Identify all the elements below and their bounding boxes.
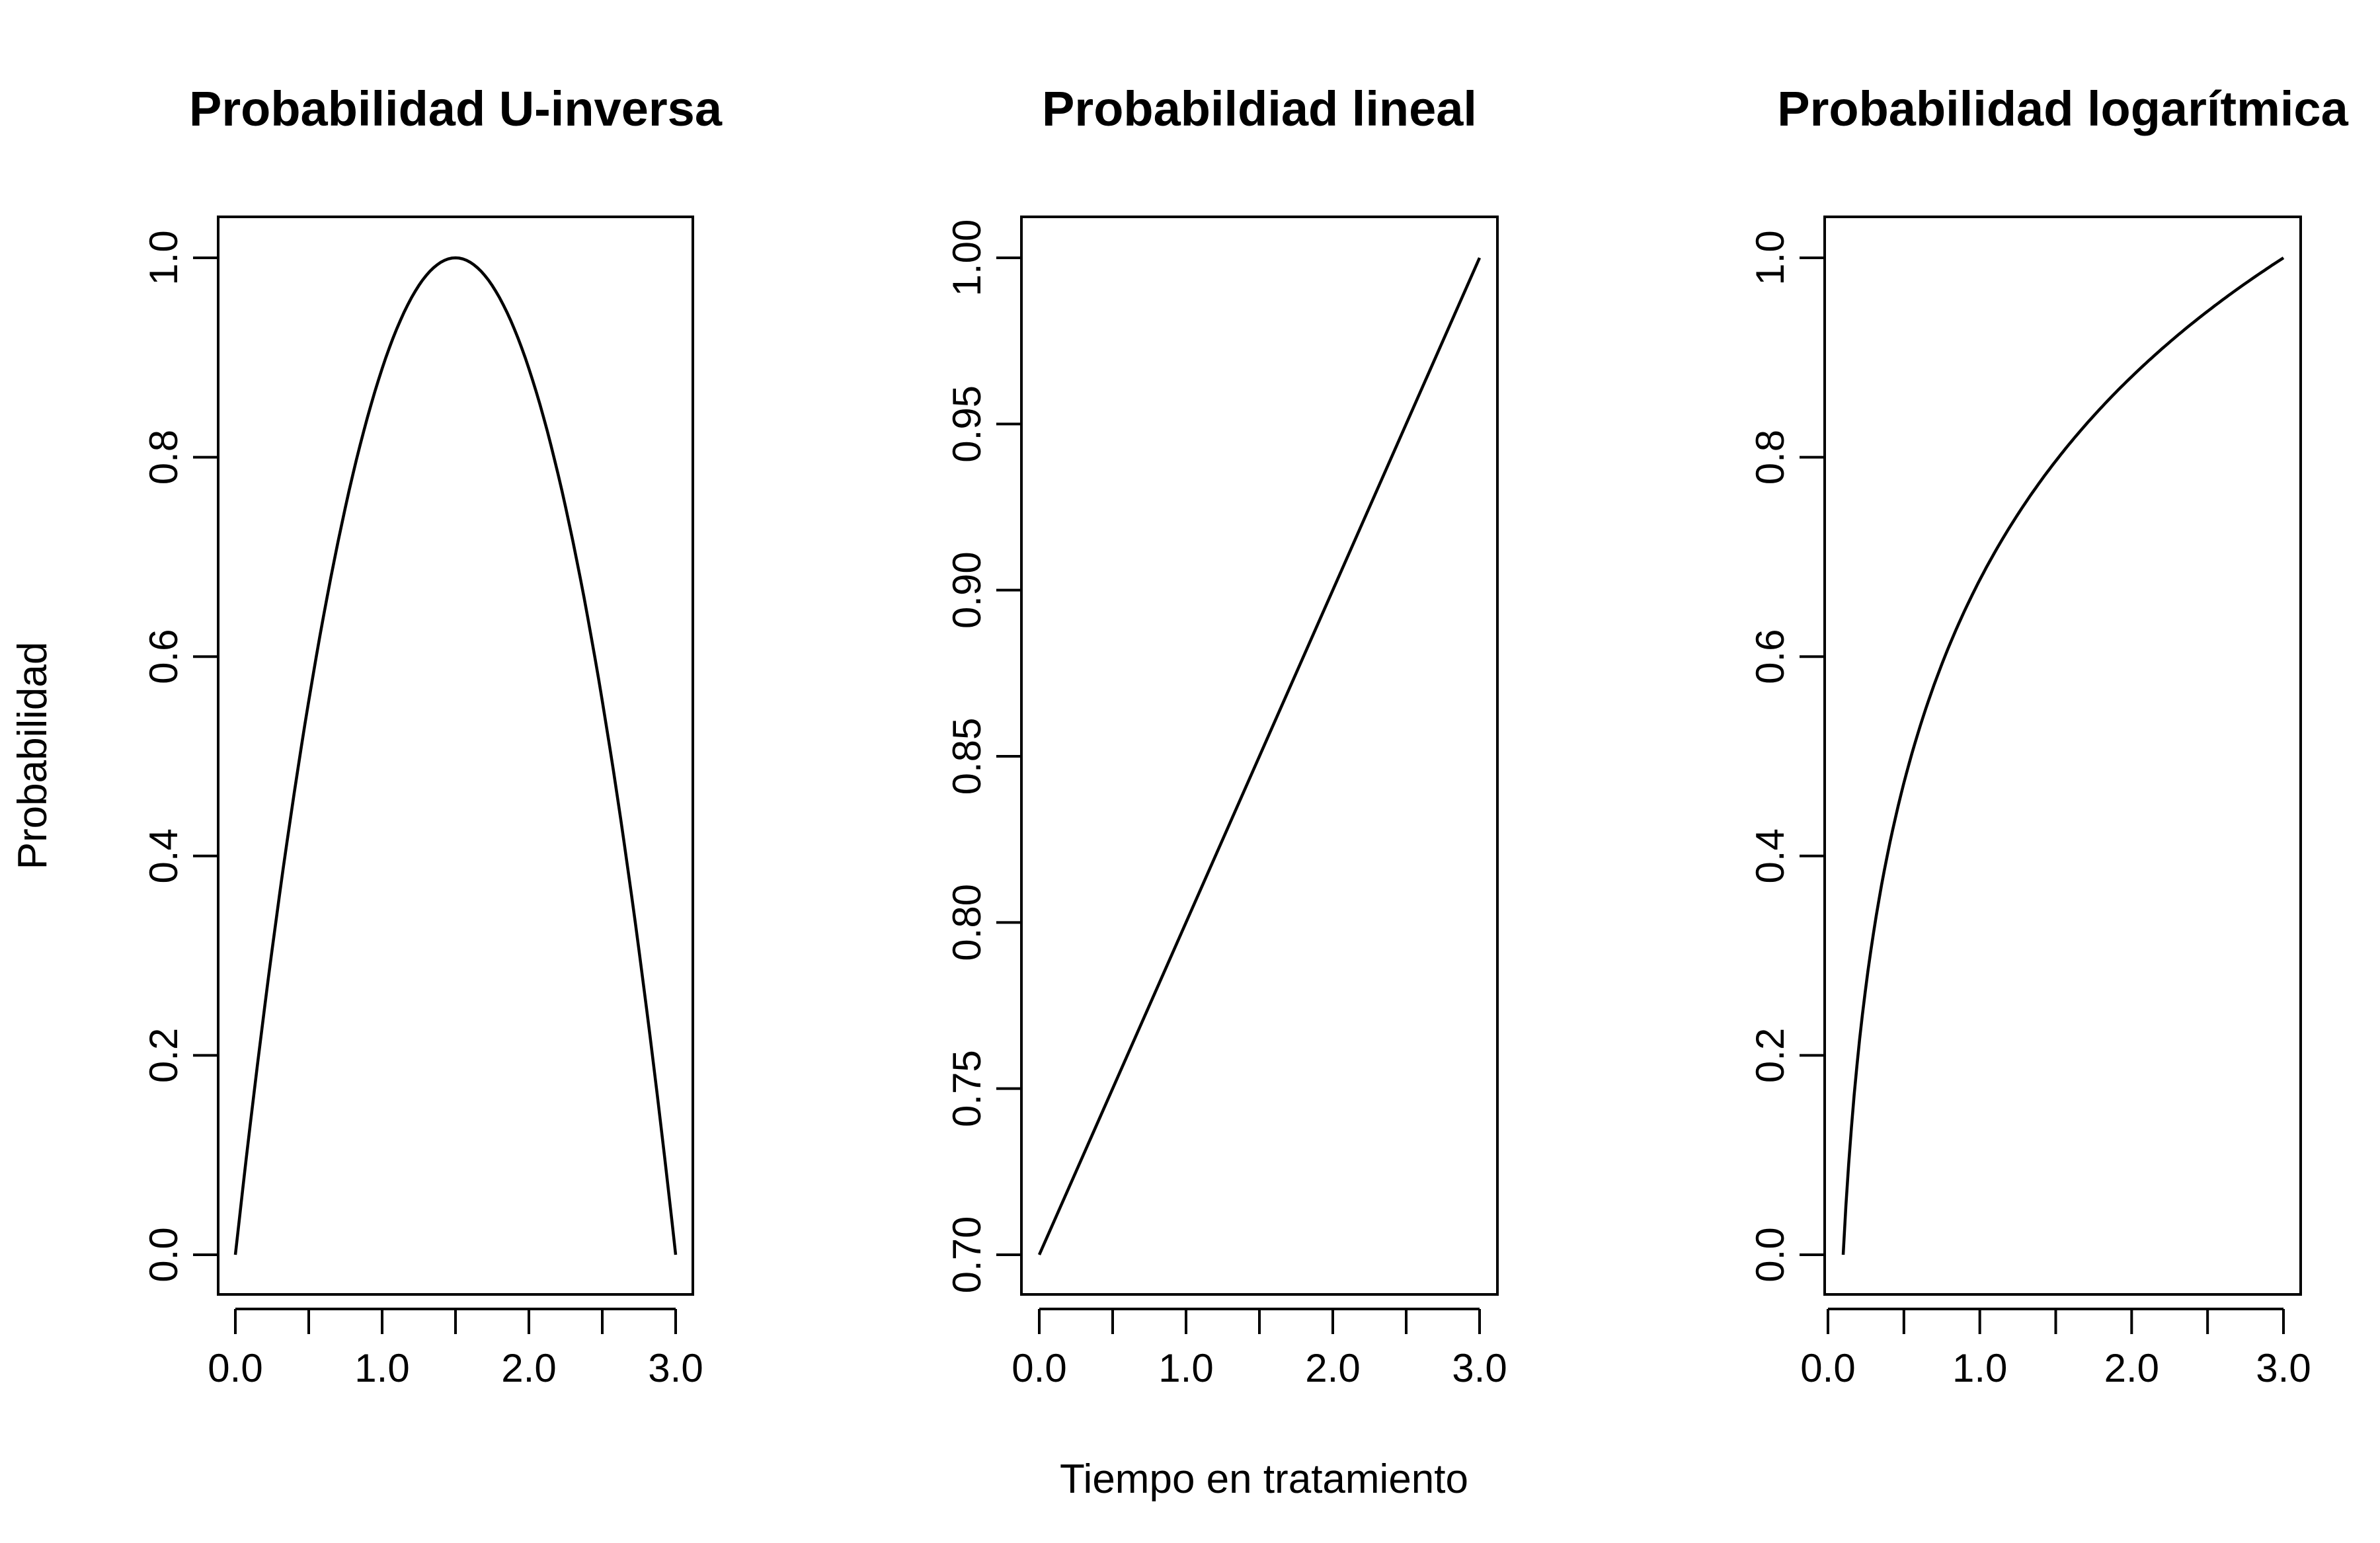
chart-panel-2: Probabildiad lineal 0.70 0.75 0.80 0.85 0.90 0…	[945, 81, 1507, 1390]
x-tick-label: 0.0	[1012, 1346, 1066, 1390]
y-tick-label: 0.4	[141, 828, 186, 883]
x-tick-label: 3.0	[1452, 1346, 1507, 1390]
x-axis-label: Tiempo en tratamiento	[1060, 1456, 1468, 1502]
y-tick-label: 0.8	[141, 430, 186, 485]
y-tick-label: 0.6	[141, 629, 186, 684]
x-tick-label: 1.0	[1952, 1346, 2007, 1390]
series-line	[233, 256, 678, 1255]
y-tick-label: 0.95	[945, 385, 989, 463]
y-tick-label: 0.2	[1748, 1028, 1792, 1083]
y-tick-label: 0.85	[945, 718, 989, 795]
y-tick-label: 1.0	[141, 230, 186, 285]
y-tick-label: 0.8	[1748, 430, 1792, 485]
x-tick-label: 3.0	[2256, 1346, 2311, 1390]
x-tick-label: 0.0	[208, 1346, 262, 1390]
chart-title: Probabilidad U-inversa	[189, 81, 723, 136]
x-tick-label: 0.0	[1800, 1346, 1855, 1390]
x-tick-label: 1.0	[354, 1346, 409, 1390]
y-tick-label: 0.75	[945, 1050, 989, 1127]
series-line	[1037, 257, 1482, 1255]
x-tick-label: 2.0	[501, 1346, 556, 1390]
y-tick-label: 0.0	[1748, 1227, 1792, 1282]
x-tick-label: 2.0	[2104, 1346, 2159, 1390]
y-tick-label: 1.0	[1748, 230, 1792, 285]
x-tick-label: 2.0	[1305, 1346, 1360, 1390]
y-tick-label: 0.4	[1748, 828, 1792, 883]
plot-frame	[1823, 216, 2302, 1296]
y-axis-label: Probabilidad	[10, 642, 56, 870]
y-tick-label: 0.2	[141, 1028, 186, 1083]
y-tick-label: 0.6	[1748, 629, 1792, 684]
y-tick-label: 0.70	[945, 1216, 989, 1294]
series-line	[1841, 257, 2285, 1255]
x-tick-label: 3.0	[648, 1346, 703, 1390]
plot-frame	[217, 216, 694, 1296]
chart-title: Probabilidad logarítmica	[1777, 81, 2348, 136]
x-tick-label: 1.0	[1158, 1346, 1213, 1390]
chart-panel-1: Probabilidad U-inversa 0.0 0.2 0.4 0.6 0.8 1.0…	[141, 81, 723, 1390]
y-tick-label: 0.80	[945, 884, 989, 961]
chart-title: Probabildiad lineal	[1042, 81, 1477, 136]
y-tick-label: 0.0	[141, 1227, 186, 1282]
y-tick-label: 0.90	[945, 551, 989, 629]
chart-panel-3: Probabilidad logarítmica 0.0 0.2 0.4 0.6 0.8 1…	[1748, 81, 2349, 1390]
y-tick-label: 1.00	[945, 219, 989, 297]
